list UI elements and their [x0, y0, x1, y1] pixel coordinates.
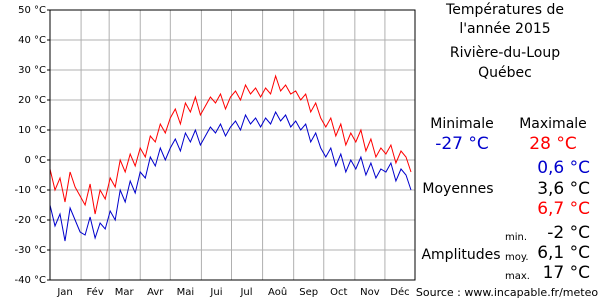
location-line: Québec [478, 65, 532, 81]
y-tick-label: 20 °C [18, 95, 46, 106]
x-tick-label: Fév [86, 286, 103, 298]
y-tick-label: -20 °C [15, 215, 47, 226]
y-tick-label: -10 °C [15, 185, 47, 196]
x-tick-label: Jul [239, 287, 252, 298]
x-tick-label: Oct [330, 287, 347, 298]
stat-value: 6,7 °C [537, 199, 590, 219]
temperature-line [49, 110, 412, 242]
y-tick-label: 0 °C [24, 155, 46, 166]
stat-value: 17 °C [543, 263, 590, 283]
y-tick-label: 40 °C [18, 35, 46, 46]
stat-value: -2 °C [547, 223, 590, 243]
x-tick-label: Nov [360, 287, 380, 298]
x-tick-label: Déc [390, 286, 409, 298]
y-tick-label: -40 °C [15, 275, 47, 286]
stat-label: Moyennes [422, 181, 493, 197]
stat-value: -27 °C [435, 134, 489, 154]
x-tick-label: Mai [177, 287, 195, 298]
stat-sublabel: moy. [505, 252, 529, 263]
temperature-line [49, 74, 412, 215]
x-tick-label: Avr [147, 287, 164, 298]
x-tick-label: Jan [56, 287, 72, 298]
x-tick-label: Jui [209, 287, 222, 298]
title-line: l'année 2015 [459, 21, 550, 37]
stat-sublabel: min. [505, 232, 527, 243]
stat-label: Amplitudes [421, 247, 500, 263]
y-tick-label: 30 °C [18, 65, 46, 76]
source: Source : www.incapable.fr/meteo [416, 286, 598, 299]
title-line: Températures de [445, 2, 564, 18]
y-tick-label: -30 °C [15, 245, 47, 256]
y-tick-label: 10 °C [18, 125, 46, 136]
x-tick-label: Aoû [268, 286, 287, 298]
location-line: Rivière-du-Loup [450, 45, 560, 61]
stat-value: 0,6 °C [537, 158, 590, 178]
y-tick-label: 50 °C [18, 5, 46, 16]
x-tick-label: Mar [115, 287, 135, 298]
stat-label: Maximale [519, 116, 587, 132]
stat-label: Minimale [430, 116, 493, 132]
stat-sublabel: max. [505, 271, 530, 282]
stat-value: 6,1 °C [537, 243, 590, 263]
stat-value: 3,6 °C [537, 179, 590, 199]
plot-area [49, 9, 416, 281]
x-tick-label: Sep [299, 287, 318, 298]
stat-value: 28 °C [529, 134, 576, 154]
